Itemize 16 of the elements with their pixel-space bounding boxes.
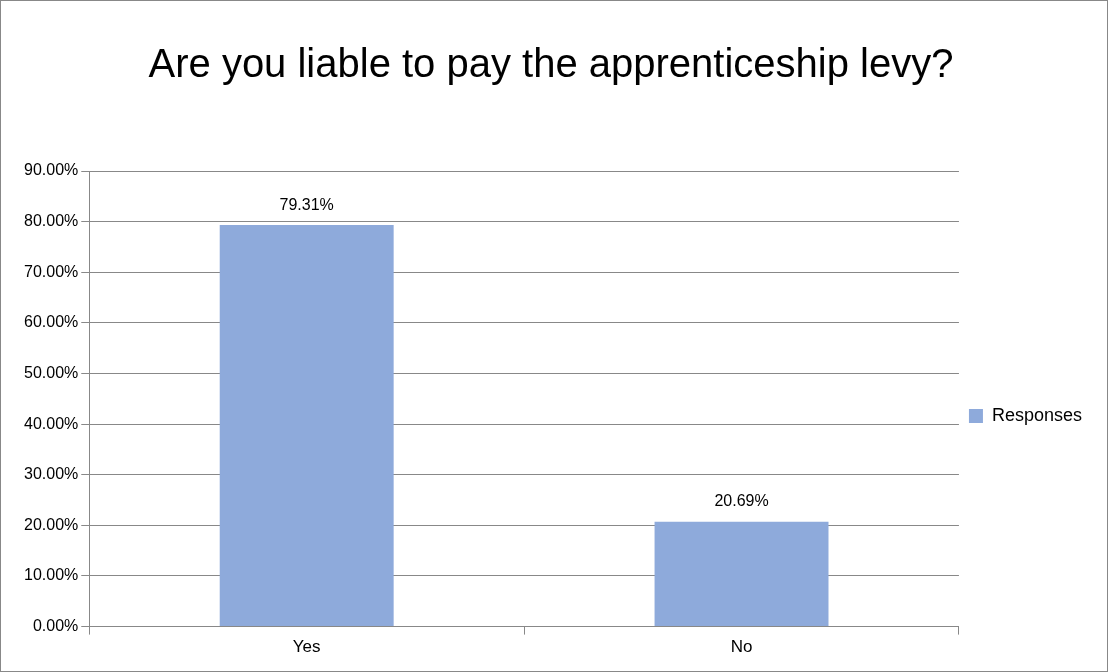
data-label: 79.31% xyxy=(279,195,334,213)
y-tick-label: 30.00% xyxy=(24,465,79,483)
y-tick-label: 80.00% xyxy=(24,212,79,230)
x-tick-label: No xyxy=(730,637,753,657)
y-tick-label: 10.00% xyxy=(24,566,79,584)
y-tick-label: 90.00% xyxy=(24,161,79,179)
legend-label: Responses xyxy=(991,404,1083,425)
y-tick-label: 0.00% xyxy=(32,617,79,635)
y-tick-label: 70.00% xyxy=(24,262,79,280)
y-tick-label: 50.00% xyxy=(24,363,79,381)
chart-title: Are you liable to pay the apprenticeship levy? xyxy=(147,41,955,85)
data-label: 20.69% xyxy=(714,492,769,510)
y-tick-label: 40.00% xyxy=(24,414,79,432)
x-tick-label: Yes xyxy=(292,637,321,657)
y-tick-label: 60.00% xyxy=(24,313,79,331)
y-tick-label: 20.00% xyxy=(24,515,79,533)
